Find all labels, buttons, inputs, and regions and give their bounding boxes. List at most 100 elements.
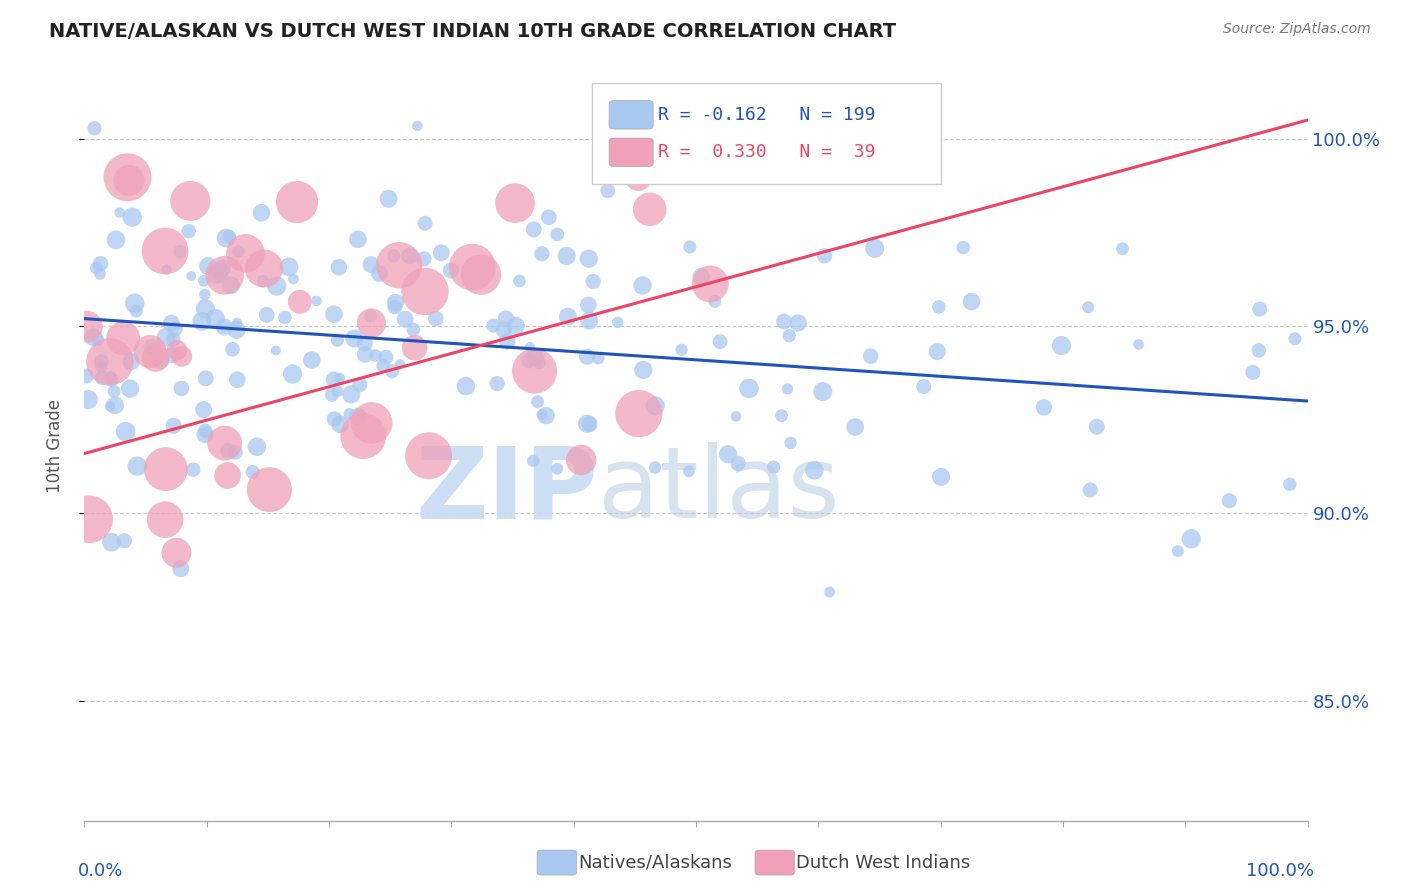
Point [274, 310, 297, 325]
Point [219, 278, 242, 293]
Point [77, 392, 100, 407]
Point [281, 367, 304, 381]
Point [384, 295, 406, 310]
Point [555, 249, 578, 263]
Point [170, 350, 193, 364]
Point [214, 436, 236, 450]
Point [1128, 337, 1150, 351]
Point [727, 457, 749, 471]
Point [217, 468, 239, 483]
Point [402, 322, 425, 336]
Point [1050, 338, 1073, 352]
Point [495, 311, 517, 326]
Point [252, 274, 274, 288]
Point [578, 314, 600, 328]
Point [86, 260, 108, 275]
Point [1278, 477, 1301, 491]
Point [461, 260, 484, 274]
Point [811, 384, 834, 399]
Point [169, 244, 191, 259]
Point [912, 379, 935, 393]
Point [181, 462, 204, 476]
Point [776, 382, 799, 396]
Point [205, 268, 228, 282]
Point [371, 359, 394, 373]
Point [360, 309, 382, 323]
Point [569, 453, 592, 467]
Point [813, 249, 835, 263]
Point [155, 330, 177, 344]
Text: NATIVE/ALASKAN VS DUTCH WEST INDIAN 10TH GRADE CORRELATION CHART: NATIVE/ALASKAN VS DUTCH WEST INDIAN 10TH… [49, 22, 897, 41]
Point [114, 425, 136, 439]
Point [627, 407, 650, 421]
Point [1167, 544, 1189, 558]
Point [194, 427, 217, 442]
Point [492, 323, 515, 337]
Point [430, 245, 453, 260]
Point [576, 417, 599, 431]
Point [149, 353, 172, 368]
Point [1218, 493, 1240, 508]
Point [193, 274, 215, 288]
Point [204, 311, 226, 326]
Point [127, 459, 149, 474]
Point [328, 260, 350, 275]
Point [124, 296, 146, 310]
Point [117, 170, 139, 185]
Point [360, 316, 382, 330]
Point [773, 314, 796, 328]
Point [486, 376, 509, 391]
Point [377, 192, 399, 206]
Point [717, 447, 740, 461]
Point [927, 344, 949, 359]
Point [224, 445, 246, 459]
Point [519, 340, 541, 354]
Point [253, 261, 276, 276]
Point [343, 331, 366, 345]
Point [762, 460, 785, 475]
Point [339, 407, 361, 421]
Point [139, 344, 162, 359]
Point [118, 173, 141, 187]
Point [576, 298, 599, 312]
Point [1241, 365, 1264, 379]
Point [326, 333, 349, 347]
Point [91, 370, 114, 384]
Point [104, 398, 127, 412]
Point [404, 341, 426, 355]
Point [250, 206, 273, 220]
Point [194, 424, 217, 438]
Point [226, 373, 249, 387]
Point [162, 333, 184, 347]
FancyBboxPatch shape [609, 138, 654, 167]
Point [394, 312, 416, 326]
Point [578, 417, 600, 432]
Point [226, 316, 249, 330]
Point [360, 258, 382, 272]
Point [120, 354, 142, 368]
Point [278, 260, 301, 274]
Point [454, 379, 477, 393]
Point [1078, 483, 1101, 497]
Point [699, 277, 721, 291]
Point [340, 387, 363, 401]
Point [523, 364, 546, 378]
Point [212, 320, 235, 334]
Point [1247, 343, 1270, 358]
Point [928, 300, 950, 314]
Point [863, 241, 886, 255]
Point [1032, 401, 1054, 415]
Point [952, 241, 974, 255]
Point [162, 348, 184, 362]
Point [360, 416, 382, 430]
Point [211, 260, 233, 275]
Point [349, 377, 371, 392]
Point [368, 267, 391, 281]
Text: ZIP: ZIP [415, 442, 598, 540]
Point [578, 252, 600, 266]
Point [503, 196, 526, 211]
Point [77, 512, 100, 526]
Point [1077, 301, 1099, 315]
Point [90, 354, 112, 368]
Point [112, 533, 135, 548]
